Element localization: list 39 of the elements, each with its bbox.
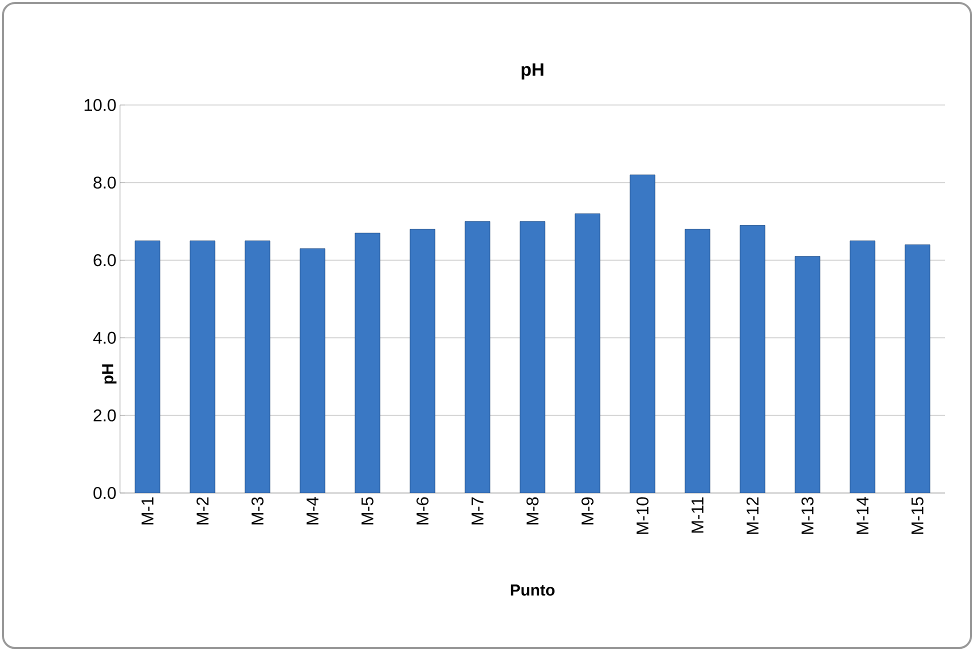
bar (134, 240, 160, 493)
bar (354, 232, 380, 493)
x-tick-label: M-2 (196, 497, 208, 524)
x-tick-label: M-3 (251, 497, 264, 524)
bar (410, 228, 436, 493)
x-tick-label: M-1 (142, 497, 154, 524)
x-axis-title: Punto (510, 584, 555, 596)
y-tick-label: 8.0 (94, 176, 116, 189)
x-tick-label: M-8 (526, 497, 539, 524)
bar (850, 240, 876, 493)
x-tick-label: M-11 (692, 497, 704, 533)
bar (520, 221, 546, 493)
x-tick-label: M-15 (912, 497, 924, 534)
bar (574, 213, 600, 493)
y-tick-label: 4.0 (93, 332, 116, 344)
x-tick-label: M-4 (306, 497, 318, 524)
y-tick-label: 0.0 (93, 486, 116, 500)
bar (740, 225, 766, 493)
bar (904, 244, 930, 493)
y-tick-label: 10.0 (84, 98, 116, 112)
chart-title: pH (522, 63, 544, 80)
y-axis-title: pH (102, 364, 116, 384)
bar (244, 240, 270, 493)
x-tick-label: M-5 (362, 497, 374, 524)
x-tick-label: M-10 (636, 497, 649, 534)
x-tick-label: M-13 (801, 497, 814, 534)
bar (684, 228, 710, 493)
bar (190, 240, 216, 493)
bar (464, 221, 490, 493)
bar (300, 248, 326, 493)
y-tick-label: 2.0 (94, 409, 116, 422)
x-tick-label: M-9 (581, 497, 594, 524)
x-tick-label: M-12 (746, 497, 758, 534)
x-tick-label: M-14 (856, 497, 868, 534)
x-tick-label: M-7 (472, 497, 484, 524)
x-tick-label: M-6 (416, 497, 429, 524)
y-tick-label: 6.0 (94, 254, 116, 266)
bar (794, 256, 820, 493)
bar (630, 174, 656, 493)
